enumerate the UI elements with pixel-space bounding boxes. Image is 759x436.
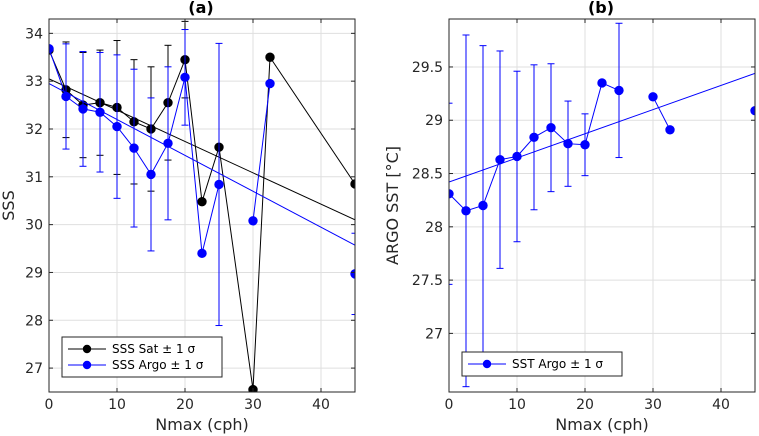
legend-label: SST Argo ± 1 σ: [512, 357, 603, 371]
series-1: [49, 29, 355, 327]
x-tick-label: 40: [712, 397, 730, 413]
y-tick-label: 34: [25, 26, 43, 42]
plot-content: [49, 20, 355, 392]
data-point: [665, 125, 675, 135]
x-tick-label: 10: [508, 397, 526, 413]
series-0: [449, 22, 755, 388]
data-point: [265, 52, 275, 62]
data-point: [614, 85, 624, 96]
legend-label: SSS Argo ± 1 σ: [112, 358, 204, 372]
x-tick-label: 30: [644, 397, 662, 413]
data-point: [580, 140, 590, 150]
data-point: [180, 72, 190, 83]
data-point: [265, 78, 275, 89]
data-point: [478, 200, 488, 211]
y-tick-label: 28.5: [412, 167, 443, 183]
x-tick-label: 20: [576, 397, 594, 413]
data-point: [563, 138, 573, 149]
y-tick-label: 27: [425, 326, 443, 342]
data-point: [49, 43, 54, 54]
axes-box: [448, 18, 756, 393]
legend-marker: [82, 360, 92, 370]
plot-area: [449, 19, 755, 392]
x-tick-label: 0: [45, 397, 54, 413]
x-axis-label: Nmax (cph): [155, 415, 249, 434]
data-point: [529, 132, 539, 142]
y-axis-label: ARGO SST [°C]: [383, 146, 402, 265]
data-point: [163, 138, 173, 149]
data-point: [648, 92, 658, 102]
data-point: [495, 154, 505, 165]
legend: SST Argo ± 1 σ: [461, 351, 623, 377]
data-point: [546, 123, 556, 133]
x-tick-label: 10: [108, 397, 126, 413]
y-tick-label: 31: [25, 170, 43, 186]
x-tick-label: 40: [312, 397, 330, 413]
legend: SSS Sat ± 1 σ SSS Argo ± 1 σ: [61, 336, 223, 378]
data-point: [95, 107, 105, 117]
x-tick-label: 30: [244, 397, 262, 413]
y-axis-label: SSS: [0, 190, 18, 220]
y-tick-label: 32: [25, 122, 43, 138]
y-tick-label: 33: [25, 74, 43, 90]
data-point: [78, 104, 88, 114]
data-point: [146, 169, 156, 180]
x-tick-label: 0: [445, 397, 454, 413]
legend-label: SSS Sat ± 1 σ: [112, 342, 195, 356]
data-point: [214, 179, 224, 190]
data-point: [461, 206, 471, 216]
y-tick-label: 27: [25, 361, 43, 377]
data-point: [512, 151, 522, 162]
panel-b: (b) 0 10 20 30 40 27 27.5 28 28.5 29 29.5 Nmax (cph…: [383, 0, 756, 434]
y-tick-label: 29: [25, 265, 43, 281]
data-point: [597, 78, 607, 88]
legend-marker: [82, 344, 92, 354]
x-tick-label: 20: [176, 397, 194, 413]
data-point: [197, 196, 207, 207]
y-tick-label: 30: [25, 218, 43, 234]
legend-box: [61, 336, 223, 378]
x-axis-label: Nmax (cph): [555, 415, 649, 434]
data-point: [197, 248, 207, 259]
y-tick-label: 28: [425, 220, 443, 236]
axes-box: [48, 18, 356, 393]
data-point: [61, 91, 71, 102]
data-point: [112, 121, 122, 132]
data-point: [449, 189, 454, 199]
plot-content: [449, 22, 755, 388]
panel-a: (a) 0 10 20 30 40 27 28 29 30 31 32 33 34 Nmax (cph) S…: [0, 0, 356, 434]
y-tick-label: 29.5: [412, 60, 443, 76]
y-tick-label: 28: [25, 313, 43, 329]
y-tick-label: 29: [425, 113, 443, 129]
panel-a-title: (a): [188, 0, 213, 17]
y-tick-label: 27.5: [412, 273, 443, 289]
data-point: [248, 216, 258, 226]
panel-b-title: (b): [588, 0, 614, 17]
legend-marker: [482, 359, 492, 369]
data-point: [129, 143, 139, 153]
